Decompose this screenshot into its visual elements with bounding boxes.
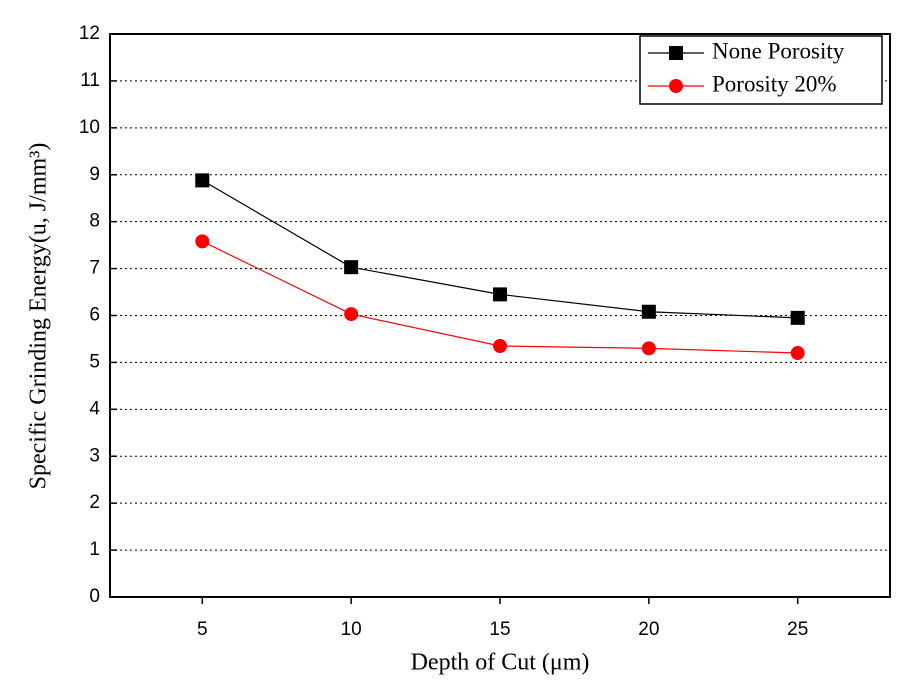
x-tick-label: 20 — [638, 619, 659, 640]
y-tick-label: 11 — [80, 70, 100, 91]
legend-label: None Porosity — [712, 38, 845, 63]
y-tick-label: 2 — [89, 492, 100, 513]
y-tick-label: 4 — [89, 398, 100, 419]
y-tick-label: 12 — [79, 23, 100, 44]
y-tick-label: 3 — [89, 445, 100, 466]
y-tick-label: 8 — [89, 211, 100, 232]
y-tick-label: 7 — [89, 258, 100, 279]
marker — [493, 338, 507, 353]
marker — [195, 173, 210, 188]
y-axis-label: Specific Grinding Energy(u, J/mm³) — [26, 143, 52, 490]
plot-frame — [109, 33, 891, 598]
marker — [195, 234, 210, 249]
marker — [641, 304, 656, 319]
marker — [493, 287, 507, 302]
marker — [344, 260, 359, 275]
y-tick-label: 10 — [79, 117, 100, 138]
x-tick-label: 15 — [489, 619, 510, 640]
y-tick-label: 6 — [89, 305, 100, 326]
y-tick-label: 0 — [89, 586, 100, 607]
marker — [790, 346, 805, 361]
legend-marker — [669, 79, 683, 93]
x-tick-label: 25 — [787, 619, 808, 640]
marker — [790, 310, 805, 325]
y-tick-label: 5 — [89, 351, 100, 372]
x-tick-label: 5 — [197, 619, 208, 640]
y-tick-label: 9 — [89, 164, 100, 185]
x-axis-label: Depth of Cut (μm) — [411, 650, 590, 676]
marker — [641, 341, 656, 356]
y-tick-label: 1 — [89, 539, 100, 560]
x-tick-label: 10 — [341, 619, 362, 640]
marker — [344, 307, 359, 322]
legend-label: Porosity 20% — [712, 71, 837, 96]
legend-marker — [669, 46, 683, 60]
